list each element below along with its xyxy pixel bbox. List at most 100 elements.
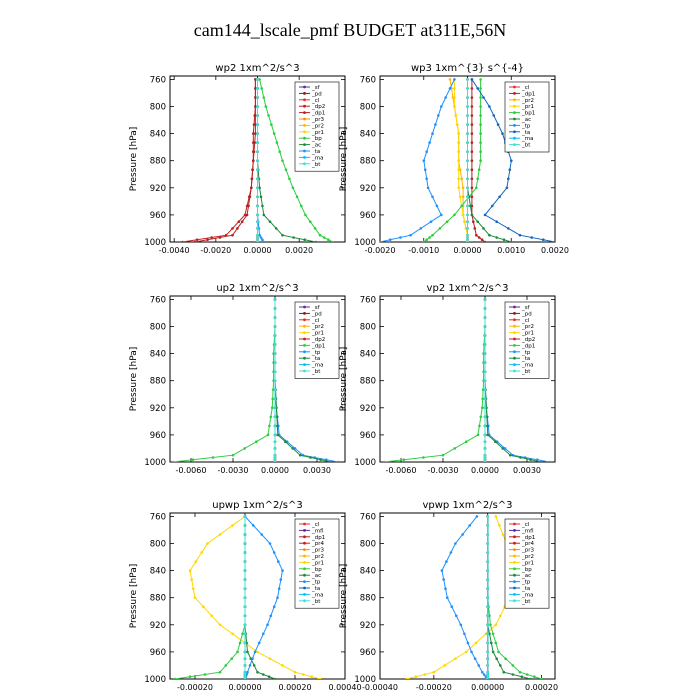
legend-marker [513, 344, 516, 347]
series-point-tp [253, 650, 257, 654]
y-tick-label: 960 [150, 431, 166, 441]
series-point-ac [281, 233, 284, 237]
series-point-pr1 [190, 578, 193, 581]
legend-marker [303, 344, 306, 347]
legend-marker [303, 561, 306, 564]
series-point-dp1 [382, 460, 386, 462]
legend-marker [513, 554, 516, 558]
y-axis-label: Pressure [hPa] [129, 564, 139, 629]
series-point-tp [260, 533, 263, 536]
y-tick-label: 1000 [144, 458, 166, 468]
legend-label-tp: _tp [521, 350, 531, 356]
series-point-bp [173, 677, 177, 679]
series-point-pr1 [192, 587, 195, 590]
series-point-bt [243, 560, 247, 563]
series-point-ac [491, 650, 495, 654]
legend-marker [513, 312, 516, 315]
series-point-pr1 [453, 87, 456, 90]
legend-marker [303, 586, 306, 590]
x-tick-label: -0.0010 [408, 246, 439, 255]
series-point-ta [501, 132, 504, 135]
y-tick-label: 960 [360, 648, 376, 658]
series-point-ac [495, 657, 498, 660]
series-point-tp [473, 657, 477, 660]
series-point-bt [466, 240, 469, 242]
x-tick-label: -0.00020 [416, 683, 452, 692]
legend-label-cl: _cl [521, 522, 530, 528]
series-point-ta [505, 186, 509, 190]
series-point-pr1 [432, 670, 436, 674]
series-point-dp1 [470, 96, 474, 99]
series-point-bt [243, 569, 247, 572]
series-point-bt [486, 632, 489, 636]
series-point-dp1 [254, 114, 257, 117]
series-point-bt [243, 670, 247, 674]
series-point-dp1 [271, 388, 275, 391]
series-point-tp [453, 78, 456, 81]
series-point-pr1 [454, 657, 457, 660]
series-point-bp1 [479, 114, 482, 117]
legend-label-mfl: _mfl [521, 528, 534, 534]
series-point-bp [533, 675, 536, 678]
series-point-bp1 [479, 123, 482, 126]
series-point-pr1 [310, 675, 313, 678]
series-point-pr1 [206, 542, 209, 545]
series-point-ac [469, 204, 472, 208]
y-tick-label: 920 [150, 184, 166, 194]
series-point-dp1 [191, 458, 195, 461]
legend-marker [513, 324, 516, 328]
series-point-bp [260, 87, 263, 90]
series-point-ta [507, 227, 510, 230]
series-point-ta [553, 240, 555, 242]
series-point-tp [454, 542, 457, 545]
series-point-tp [276, 596, 279, 599]
legend-marker [303, 117, 306, 121]
series-point-bt [466, 177, 469, 181]
series-point-pr1 [231, 524, 234, 527]
legend-label-tp: _tp [311, 580, 321, 586]
series-point-bt [483, 334, 487, 337]
legend-marker [303, 111, 306, 114]
legend-marker [303, 324, 306, 328]
series-point-bt [483, 415, 487, 419]
series-point-pr1 [456, 123, 459, 126]
legend-label-pr2: _pr2 [521, 324, 534, 330]
series-point-ac [502, 238, 506, 241]
legend-label-cl: _cl [311, 318, 320, 324]
series-point-bt [273, 424, 277, 428]
series-point-bt [256, 168, 259, 171]
series-point-ta [329, 460, 333, 462]
series-point-dp1 [470, 186, 474, 190]
legend-label-ta: _ta [521, 356, 530, 362]
series-point-pr1 [474, 641, 478, 645]
legend: _cl_dp1_pr2_pr1_bp1_ac_tp_ta_ma_bt [504, 81, 550, 153]
series-point-pr1 [194, 560, 198, 563]
series-point-bp1 [475, 186, 478, 190]
x-tick-label: -0.0020 [365, 246, 396, 255]
chart-panel-1: wp2 1xm^2/s^3 760 800 840 880 920 960 1000 Press… [129, 63, 346, 255]
series-line-bp1 [423, 79, 482, 242]
x-tick-label: 0.0010 [497, 246, 525, 255]
series-point-bp [518, 670, 522, 674]
x-tick-label: -0.0030 [218, 466, 249, 475]
legend-marker [303, 331, 306, 334]
legend-label-bt: _bt [521, 369, 531, 375]
legend-label-tp: _tp [521, 123, 531, 129]
series-point-bt [483, 447, 487, 450]
series-point-ac [470, 213, 474, 217]
series-point-bt [483, 316, 487, 319]
series-point-bt [483, 433, 487, 437]
x-tick-label: 0.00000 [471, 683, 504, 692]
series-point-bp1 [479, 78, 482, 81]
x-tick-label: -0.0040 [159, 246, 190, 255]
series-point-pr1 [268, 657, 272, 660]
series-point-dp1 [252, 159, 255, 162]
series-point-ac [274, 227, 278, 230]
legend: _cl_mfl_dp1_pr4_pr3_pr2_pr1_bp_ac_tp_ta_… [294, 518, 340, 609]
series-point-bt [466, 114, 469, 117]
series-point-bt [486, 551, 489, 554]
series-point-bp [230, 657, 233, 660]
x-tick-label: -0.00040 [362, 683, 398, 692]
legend-label-dp1: _dp1 [521, 535, 535, 541]
legend-label-pr1: _pr1 [311, 130, 324, 136]
